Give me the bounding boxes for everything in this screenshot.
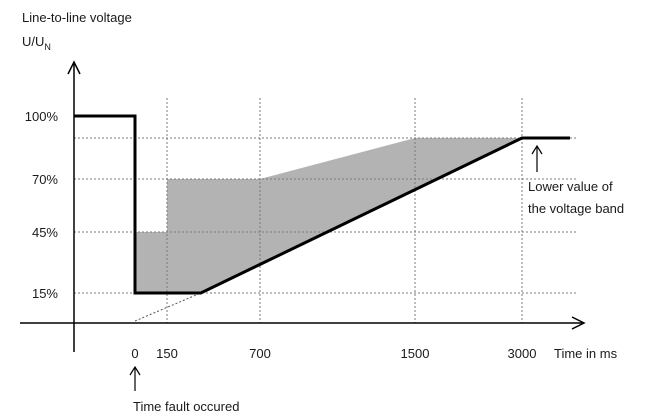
x-axis-label: Time in ms: [554, 346, 618, 361]
band-annotation-arrow-icon: [531, 144, 543, 155]
band-annotation-line-1: Lower value of: [528, 179, 613, 194]
x-axis-arrow-icon: [571, 316, 586, 330]
band-annotation-line-2: the voltage band: [528, 201, 624, 216]
axes: [20, 60, 586, 352]
x-tick-labels: 0 150 700 1500 3000: [131, 346, 536, 361]
extrapolation-line: [134, 292, 202, 322]
voltage-band-area: [135, 138, 522, 293]
y-axis-unit-subscript: N: [44, 42, 51, 52]
y-tick-labels: 100% 70% 45% 15%: [25, 109, 59, 301]
gridlines: [74, 98, 578, 323]
lower-limit-curve: [74, 114, 570, 295]
x-tick-label: 700: [249, 346, 271, 361]
y-tick-label: 15%: [32, 286, 58, 301]
y-axis-arrow-icon: [67, 60, 81, 75]
fault-annotation-text: Time fault occured: [133, 399, 239, 414]
x-tick-label: 3000: [508, 346, 537, 361]
y-axis-label: Line-to-line voltage: [22, 10, 132, 25]
fault-annotation-arrow-icon: [129, 365, 141, 376]
x-tick-label: 1500: [401, 346, 430, 361]
x-tick-label: 150: [156, 346, 178, 361]
y-axis-unit: U/UN: [22, 34, 51, 52]
y-tick-label: 100%: [25, 109, 59, 124]
x-tick-label: 0: [131, 346, 138, 361]
y-axis-unit-base: U/U: [22, 34, 44, 49]
y-tick-label: 70%: [32, 172, 58, 187]
y-tick-label: 45%: [32, 225, 58, 240]
